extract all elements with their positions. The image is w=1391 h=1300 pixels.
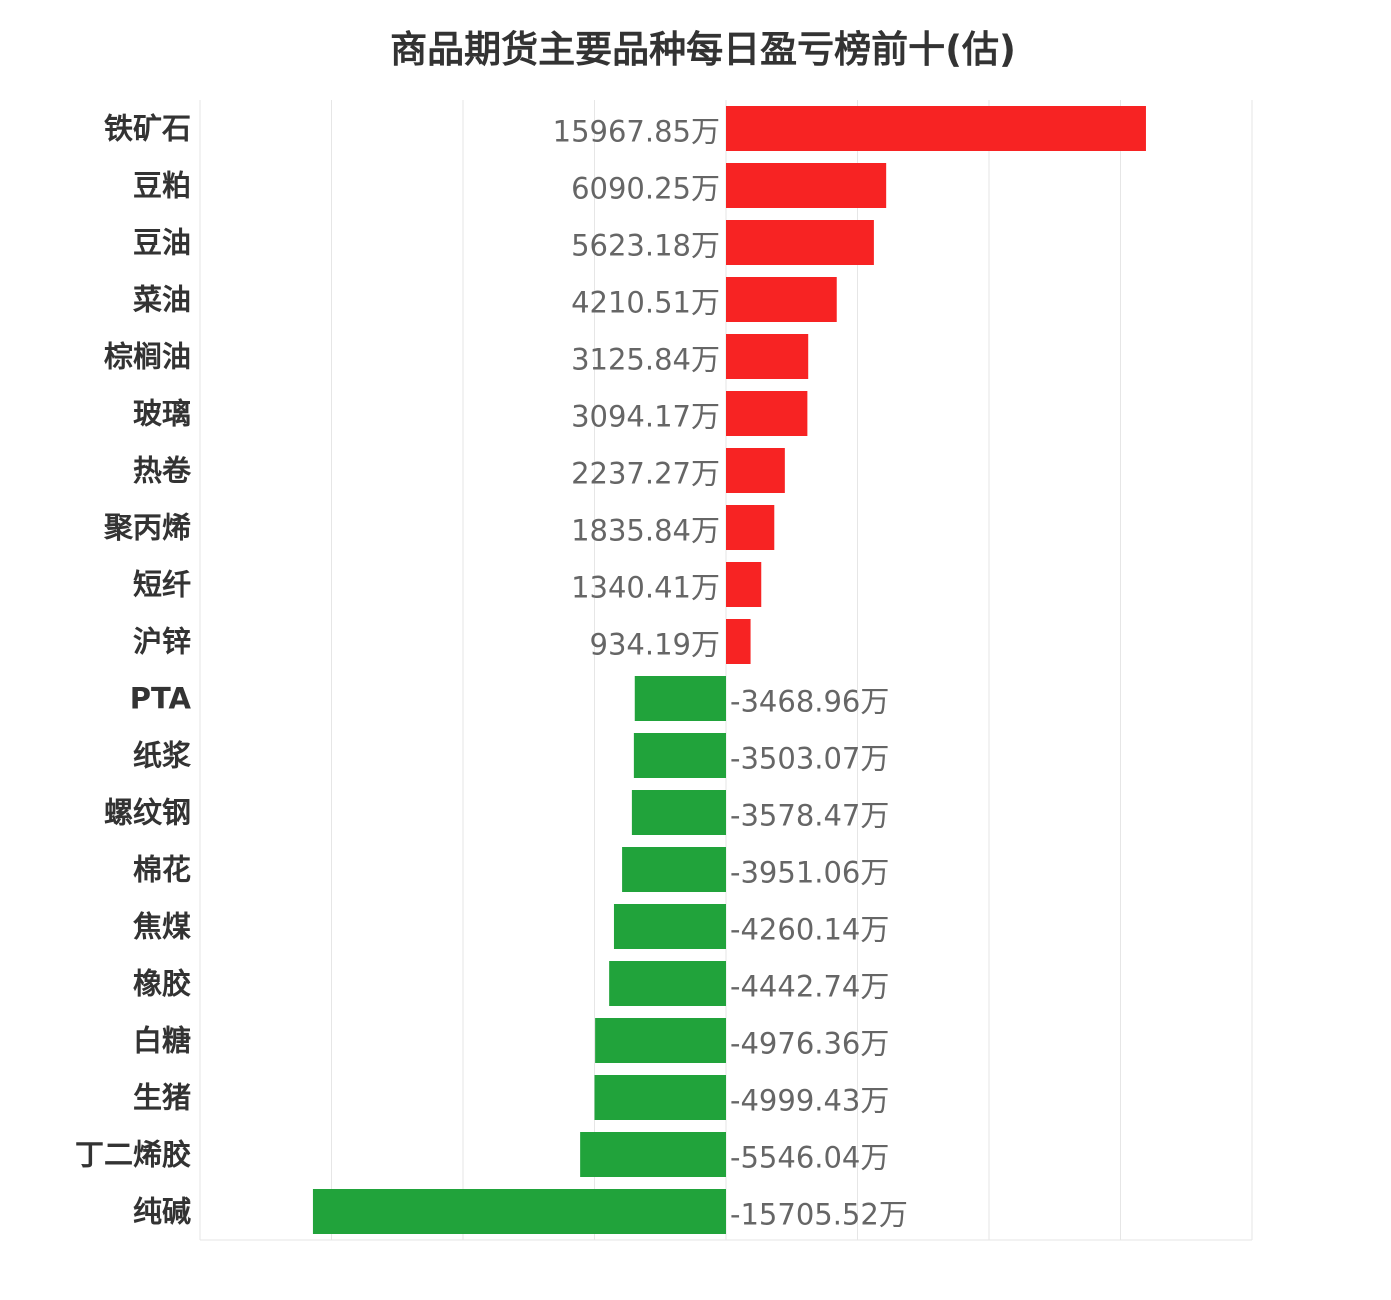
value-label: -3503.07万 (730, 742, 889, 776)
chart-title: 商品期货主要品种每日盈亏榜前十(估) (390, 28, 1016, 71)
value-labels: 15967.85万 6090.25万 5623.18万 4210.51万 3125.84… (553, 115, 908, 1232)
value-label: 3094.17万 (571, 400, 720, 434)
value-label: -3468.96万 (730, 685, 889, 719)
category-label: PTA (130, 682, 192, 716)
bar-短纤 (726, 562, 762, 607)
bar-热卷 (726, 448, 785, 493)
bar-菜油 (726, 277, 837, 322)
category-label: 聚丙烯 (103, 511, 191, 545)
category-label: 铁矿石 (104, 112, 191, 146)
bar-纯碱 (312, 1189, 726, 1234)
value-label: -4260.14万 (730, 913, 889, 947)
category-label: 生猪 (133, 1081, 191, 1115)
category-label: 纸浆 (133, 739, 192, 773)
category-label: 棉花 (133, 853, 191, 887)
category-label: 纯碱 (133, 1195, 191, 1229)
value-label: -3951.06万 (730, 856, 889, 890)
bar-铁矿石 (726, 106, 1146, 151)
category-label: 菜油 (133, 283, 191, 317)
category-label: 螺纹钢 (104, 796, 191, 830)
value-label: -5546.04万 (730, 1141, 889, 1175)
bar-焦煤 (613, 904, 726, 949)
category-label: 棕榈油 (104, 340, 191, 374)
bar-纸浆 (633, 733, 726, 778)
bar-橡胶 (609, 961, 726, 1006)
bar-螺纹钢 (631, 790, 726, 835)
category-label: 焦煤 (133, 910, 191, 944)
bar-玻璃 (726, 391, 808, 436)
category-label: 豆粕 (133, 169, 191, 203)
value-label: 1835.84万 (571, 514, 720, 548)
value-label: 6090.25万 (571, 172, 720, 206)
value-label: -4999.43万 (730, 1084, 889, 1118)
category-label: 丁二烯胶 (75, 1138, 191, 1172)
value-label: 3125.84万 (571, 343, 720, 377)
bar-PTA (634, 676, 726, 721)
value-label: 15967.85万 (553, 115, 720, 149)
bar-豆粕 (726, 163, 887, 208)
value-label: -15705.52万 (730, 1198, 908, 1232)
value-label: -3578.47万 (730, 799, 889, 833)
category-label: 短纤 (133, 568, 191, 602)
bar-沪锌 (726, 619, 751, 664)
category-label: 热卷 (133, 454, 192, 488)
bars (312, 106, 1146, 1234)
category-label: 白糖 (133, 1024, 191, 1058)
value-label: -4442.74万 (730, 970, 889, 1004)
bar-生猪 (594, 1075, 726, 1120)
value-label: 5623.18万 (571, 229, 720, 263)
value-label: -4976.36万 (730, 1027, 889, 1061)
value-label: 4210.51万 (571, 286, 720, 320)
category-label: 豆油 (133, 226, 191, 260)
value-label: 934.19万 (590, 628, 720, 662)
value-label: 1340.41万 (571, 571, 720, 605)
bar-豆油 (726, 220, 874, 265)
category-label: 沪锌 (133, 625, 191, 659)
bar-棉花 (622, 847, 726, 892)
bar-聚丙烯 (726, 505, 775, 550)
bar-棕榈油 (726, 334, 809, 379)
grid-lines (199, 100, 1253, 1241)
category-label: 橡胶 (133, 967, 191, 1001)
category-label: 玻璃 (133, 397, 191, 431)
value-label: 2237.27万 (571, 457, 720, 491)
bar-丁二烯胶 (580, 1132, 726, 1177)
bar-白糖 (595, 1018, 726, 1063)
